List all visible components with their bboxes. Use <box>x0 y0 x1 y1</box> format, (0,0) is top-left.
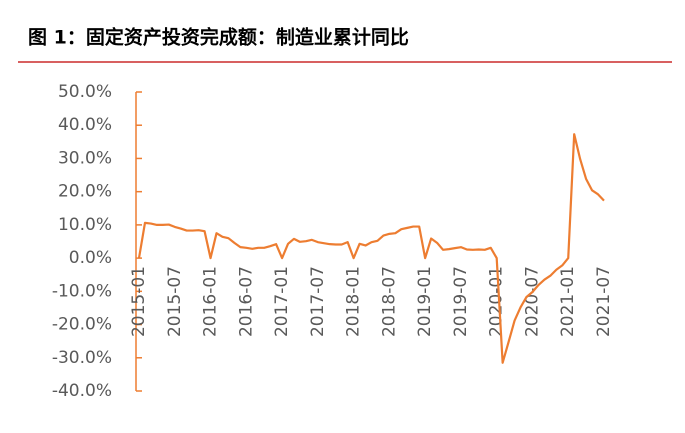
x-tick-label: 2015-07 <box>165 266 185 337</box>
x-tick-label: 2016-07 <box>236 266 256 337</box>
x-tick-label: 2015-01 <box>129 266 149 337</box>
y-tick-label: -30.0% <box>52 348 112 368</box>
x-tick-label: 2017-01 <box>272 266 292 337</box>
x-tick-label: 2018-01 <box>344 266 364 337</box>
x-tick-label: 2018-07 <box>379 266 399 337</box>
x-tick-label: 2020-07 <box>522 266 542 337</box>
chart-title: 图 1：固定资产投资完成额：制造业累计同比 <box>28 26 409 49</box>
y-tick-label: 30.0% <box>58 148 112 168</box>
y-tick-label: -20.0% <box>52 315 112 335</box>
y-tick-label: -10.0% <box>52 281 112 301</box>
y-tick-label: 20.0% <box>58 182 112 202</box>
x-tick-label: 2019-07 <box>451 266 471 337</box>
x-tick-label: 2016-01 <box>201 266 221 337</box>
x-tick-label: 2021-07 <box>594 266 614 337</box>
series-line <box>137 133 605 364</box>
y-tick-label: 40.0% <box>58 115 112 135</box>
y-tick-label: 50.0% <box>58 82 112 102</box>
y-tick-label: 10.0% <box>58 215 112 235</box>
x-tick-label: 2021-01 <box>558 266 578 337</box>
x-tick-label: 2020-01 <box>487 266 507 337</box>
x-tick-label: 2019-01 <box>415 266 435 337</box>
x-tick-label: 2017-07 <box>308 266 328 337</box>
y-tick-label: -40.0% <box>52 381 112 401</box>
y-tick-label: 0.0% <box>69 248 112 268</box>
